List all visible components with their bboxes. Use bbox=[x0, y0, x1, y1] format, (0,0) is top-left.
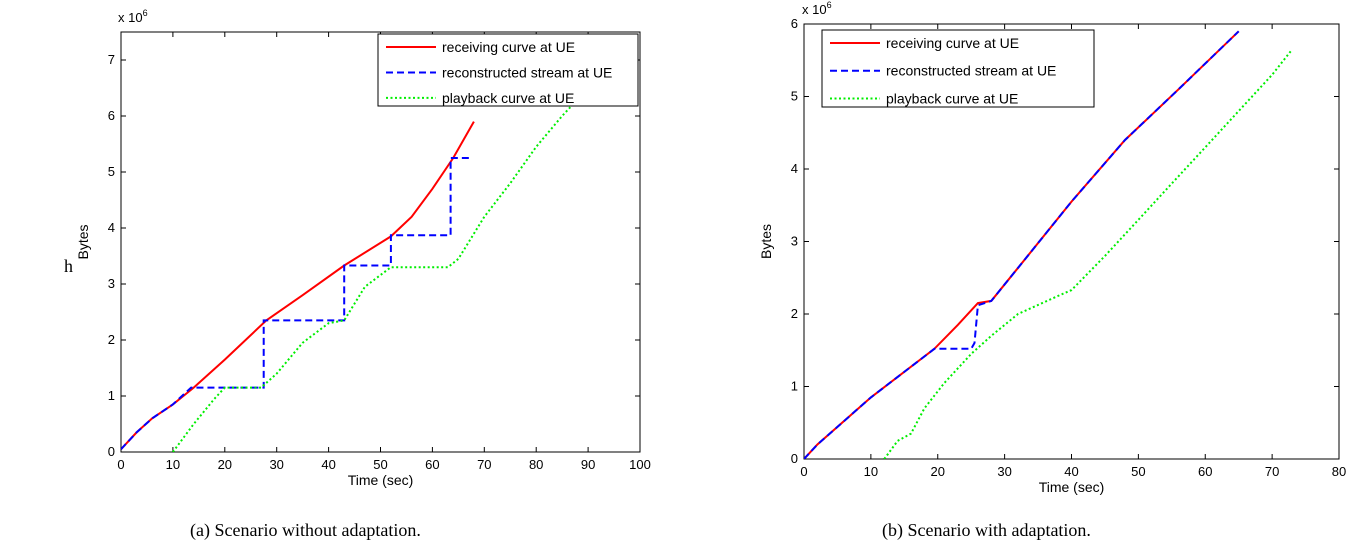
x-tick-label: 70 bbox=[477, 457, 491, 472]
y-multiplier-label: x 106 bbox=[118, 8, 148, 25]
y-tick-label: 4 bbox=[791, 161, 798, 176]
x-tick-label: 10 bbox=[166, 457, 180, 472]
x-tick-label: 90 bbox=[581, 457, 595, 472]
y-tick-label: 5 bbox=[791, 89, 798, 104]
y-tick-label: 5 bbox=[108, 164, 115, 179]
x-tick-label: 0 bbox=[800, 464, 807, 479]
x-tick-label: 80 bbox=[529, 457, 543, 472]
series-line-playback bbox=[883, 48, 1293, 459]
x-tick-label: 10 bbox=[864, 464, 878, 479]
series-line-reconstructed bbox=[121, 157, 472, 450]
y-tick-label: 4 bbox=[108, 220, 115, 235]
y-tick-label: 6 bbox=[108, 108, 115, 123]
caption-a: (a) Scenario without adaptation. bbox=[190, 520, 421, 540]
x-tick-label: 20 bbox=[218, 457, 232, 472]
legend-label-receiving: receiving curve at UE bbox=[442, 39, 575, 55]
x-tick-label: 60 bbox=[425, 457, 439, 472]
y-tick-label: 0 bbox=[108, 444, 115, 459]
y-tick-label: 2 bbox=[108, 332, 115, 347]
x-tick-label: 70 bbox=[1265, 464, 1279, 479]
chart-b: 0 10 20 30 40 50 60 70 80 0 1 2 3 4 5 6 x 106 Time (sec) B… bbox=[758, 0, 1346, 495]
legend-label-reconstructed: reconstructed stream at UE bbox=[442, 64, 612, 80]
y-tick-label: 1 bbox=[791, 379, 798, 394]
x-tick-label: 50 bbox=[373, 457, 387, 472]
legend-label-playback: playback curve at UE bbox=[886, 90, 1018, 106]
x-tick-label: 20 bbox=[931, 464, 945, 479]
y-axis-label: Bytes bbox=[758, 224, 774, 259]
y-axis-label: Bytes bbox=[75, 224, 91, 259]
x-tick-label: 50 bbox=[1131, 464, 1145, 479]
chart-a: 0 10 20 30 40 50 60 70 80 90 100 0 1 2 3 4 5 6 7 x 106 Time … bbox=[75, 8, 651, 488]
x-tick-label: 30 bbox=[269, 457, 283, 472]
y-tick-label: 2 bbox=[791, 306, 798, 321]
y-tick-label: 0 bbox=[791, 451, 798, 466]
x-tick-label: 60 bbox=[1198, 464, 1212, 479]
x-axis-label: Time (sec) bbox=[348, 472, 414, 488]
caption-b: (b) Scenario with adaptation. bbox=[882, 520, 1091, 540]
x-tick-label: 40 bbox=[1064, 464, 1078, 479]
x-axis-label: Time (sec) bbox=[1039, 479, 1105, 495]
x-tick-label: 30 bbox=[997, 464, 1011, 479]
y-tick-label: 3 bbox=[108, 276, 115, 291]
y-tick-label: 7 bbox=[108, 52, 115, 67]
x-tick-label: 0 bbox=[117, 457, 124, 472]
y-tick-label: 3 bbox=[791, 234, 798, 249]
x-tick-label: 100 bbox=[629, 457, 651, 472]
legend-label-reconstructed: reconstructed stream at UE bbox=[886, 63, 1056, 79]
y-tick-label: 1 bbox=[108, 388, 115, 403]
series-line-reconstructed bbox=[804, 30, 1240, 459]
x-tick-label: 80 bbox=[1332, 464, 1346, 479]
series-line-playback bbox=[172, 98, 579, 452]
y-tick-label: 6 bbox=[791, 16, 798, 31]
y-multiplier-label: x 106 bbox=[802, 0, 832, 17]
legend-label-receiving: receiving curve at UE bbox=[886, 35, 1019, 51]
stray-letter: h bbox=[64, 256, 73, 276]
x-tick-label: 40 bbox=[321, 457, 335, 472]
legend-label-playback: playback curve at UE bbox=[442, 90, 574, 106]
